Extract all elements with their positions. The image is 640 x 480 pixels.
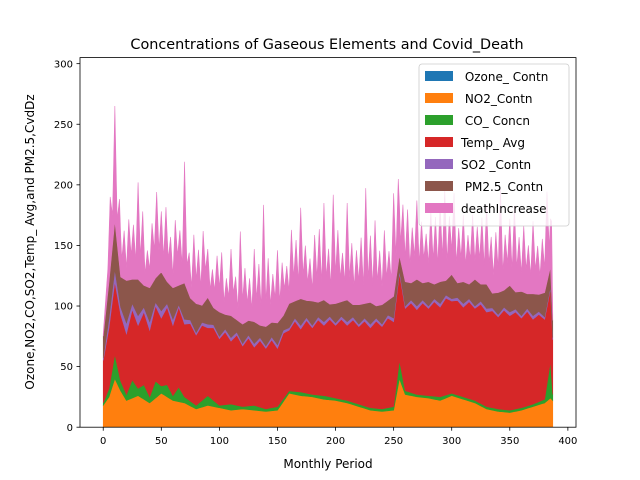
x-tick-label: 100 (210, 436, 229, 447)
legend-label: PM2.5_Contn (461, 180, 543, 194)
legend-label: NO2_Contn (461, 92, 533, 106)
y-tick-label: 250 (54, 120, 73, 131)
legend: Ozone_ Contn NO2_Contn CO_ Concn Temp_ Av… (418, 63, 570, 227)
legend-label: deathIncrease (461, 202, 546, 216)
plot-frame (79, 57, 577, 428)
y-axis-ticks: 0 50 100 150 200 250 300 (54, 59, 80, 434)
x-tick-label: 250 (384, 436, 403, 447)
y-tick-label: 100 (54, 302, 73, 313)
legend-swatch (425, 159, 453, 169)
x-tick-label: 150 (268, 436, 287, 447)
y-tick-label: 300 (54, 59, 73, 70)
x-tick-label: 350 (500, 436, 519, 447)
x-tick-label: 0 (100, 436, 106, 447)
x-tick-label: 300 (442, 436, 461, 447)
x-axis-label: Monthly Period (283, 457, 372, 471)
x-tick-label: 50 (155, 436, 168, 447)
y-tick-label: 200 (54, 180, 73, 191)
y-axis-label: Ozone,NO2,CO,SO2,Temp_ Avg,and PM2.5,Cvd… (23, 94, 37, 389)
x-tick-label: 400 (558, 436, 577, 447)
chart-title: Concentrations of Gaseous Elements and C… (130, 37, 523, 53)
legend-label: CO_ Concn (461, 114, 530, 128)
legend-label: Temp_ Avg (460, 136, 525, 150)
x-axis-ticks: 0 50 100 150 200 250 300 350 400 (100, 427, 577, 447)
y-tick-label: 150 (54, 241, 73, 252)
legend-swatch (425, 71, 453, 81)
legend-label: Ozone_ Contn (461, 70, 548, 84)
series-areas (102, 106, 554, 428)
legend-swatch (425, 137, 453, 147)
y-tick-label: 0 (67, 423, 73, 434)
legend-box (418, 63, 570, 227)
legend-swatch (425, 93, 453, 103)
area-series-6 (102, 106, 554, 337)
legend-swatch (425, 203, 453, 213)
legend-label: SO2 _Contn (461, 158, 531, 172)
y-tick-label: 50 (60, 362, 73, 373)
legend-swatch (425, 181, 453, 191)
legend-swatch (425, 115, 453, 125)
x-tick-label: 200 (326, 436, 345, 447)
